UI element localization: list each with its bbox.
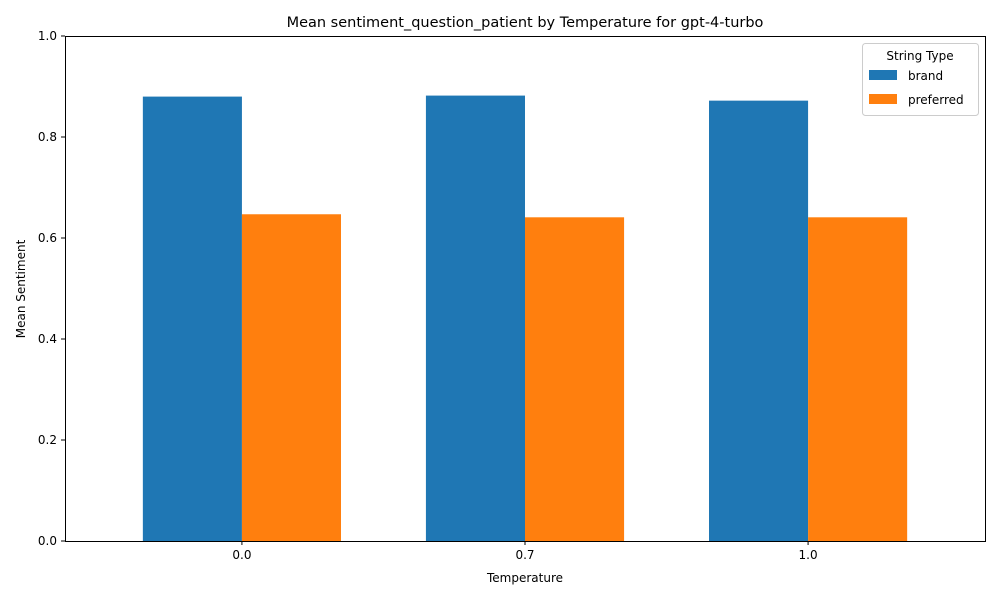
legend-swatch-brand (869, 70, 897, 80)
legend-swatch-preferred (869, 94, 897, 104)
x-tick-label: 0.0 (232, 548, 251, 562)
x-axis-label: Temperature (486, 571, 563, 585)
legend: String Type brand preferred (862, 43, 979, 116)
chart-title: Mean sentiment_question_patient by Tempe… (287, 15, 764, 31)
plot-frame (65, 36, 986, 542)
bar-preferred-0.7 (525, 217, 625, 542)
y-axis-label: Mean Sentiment (14, 239, 28, 338)
y-axis-ticks: 0.0 0.2 0.4 0.6 0.8 1.0 (38, 29, 65, 548)
y-tick-label: 1.0 (38, 29, 57, 43)
y-tick-label: 0.4 (38, 332, 57, 346)
bar-brand-0.0 (142, 96, 242, 541)
y-tick-label: 0.8 (38, 130, 57, 144)
y-tick-label: 0.2 (38, 433, 57, 447)
bar-preferred-0.0 (241, 214, 341, 541)
bar-brand-1.0 (709, 100, 809, 541)
x-axis-ticks: 0.0 0.7 1.0 (232, 541, 818, 562)
bars-group (142, 95, 908, 542)
legend-label-preferred: preferred (908, 93, 964, 107)
legend-label-brand: brand (908, 69, 943, 83)
x-tick-label: 0.7 (515, 548, 534, 562)
y-tick-label: 0.0 (38, 534, 57, 548)
y-tick-label: 0.6 (38, 231, 57, 245)
bar-brand-0.7 (425, 95, 525, 541)
legend-title: String Type (886, 49, 953, 63)
bar-preferred-1.0 (808, 217, 908, 542)
x-tick-label: 1.0 (799, 548, 818, 562)
